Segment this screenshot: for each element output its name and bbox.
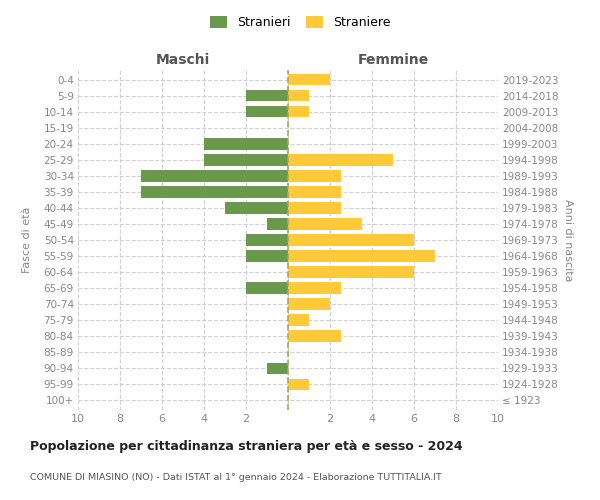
Bar: [288, 90, 309, 102]
Bar: [204, 138, 288, 149]
Bar: [288, 202, 341, 213]
Bar: [288, 106, 309, 118]
Bar: [288, 154, 393, 166]
Bar: [288, 74, 330, 86]
Bar: [288, 170, 341, 181]
Bar: [246, 250, 288, 262]
Text: Maschi: Maschi: [156, 52, 210, 66]
Bar: [246, 90, 288, 102]
Bar: [288, 330, 341, 342]
Bar: [141, 170, 288, 181]
Bar: [288, 378, 309, 390]
Text: Popolazione per cittadinanza straniera per età e sesso - 2024: Popolazione per cittadinanza straniera p…: [30, 440, 463, 453]
Y-axis label: Fasce di età: Fasce di età: [22, 207, 32, 273]
Bar: [225, 202, 288, 213]
Legend: Stranieri, Straniere: Stranieri, Straniere: [205, 11, 395, 34]
Bar: [288, 266, 414, 278]
Bar: [288, 282, 341, 294]
Text: COMUNE DI MIASINO (NO) - Dati ISTAT al 1° gennaio 2024 - Elaborazione TUTTITALIA: COMUNE DI MIASINO (NO) - Dati ISTAT al 1…: [30, 473, 442, 482]
Bar: [246, 106, 288, 118]
Bar: [141, 186, 288, 198]
Bar: [288, 234, 414, 246]
Text: Femmine: Femmine: [358, 52, 428, 66]
Bar: [288, 250, 435, 262]
Bar: [288, 314, 309, 326]
Bar: [288, 218, 361, 230]
Y-axis label: Anni di nascita: Anni di nascita: [563, 198, 573, 281]
Bar: [267, 218, 288, 230]
Bar: [204, 154, 288, 166]
Bar: [267, 362, 288, 374]
Bar: [288, 186, 341, 198]
Bar: [246, 234, 288, 246]
Bar: [246, 282, 288, 294]
Bar: [288, 298, 330, 310]
